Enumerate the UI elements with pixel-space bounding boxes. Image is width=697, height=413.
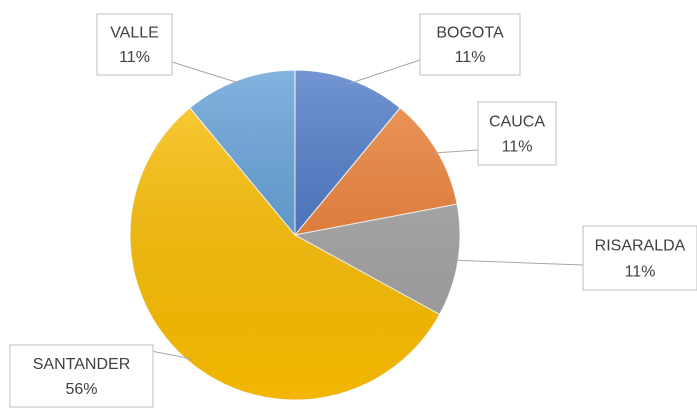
category-label: RISARALDA <box>595 238 686 255</box>
pie <box>129 69 461 401</box>
value-label: 56% <box>65 381 97 398</box>
category-label: CAUCA <box>489 113 545 130</box>
value-label: 11% <box>119 49 150 66</box>
value-label: 11% <box>625 263 656 280</box>
category-label: VALLE <box>110 25 159 42</box>
labels: BOGOTA 11% CAUCA 11% RISARALDA 11% SANTANDER 56… <box>9 13 697 408</box>
label-box <box>419 13 521 76</box>
leader-line <box>433 149 479 154</box>
label-box <box>96 13 173 76</box>
label-box <box>582 225 697 291</box>
value-label: 11% <box>502 139 533 156</box>
leader-line <box>349 59 421 84</box>
category-label: SANTANDER <box>33 356 131 373</box>
leader-line <box>453 259 584 266</box>
leader-line <box>171 61 241 84</box>
label-box <box>477 101 557 166</box>
value-label: 11% <box>455 49 486 66</box>
label-box <box>9 344 154 408</box>
category-label: BOGOTA <box>436 25 504 42</box>
